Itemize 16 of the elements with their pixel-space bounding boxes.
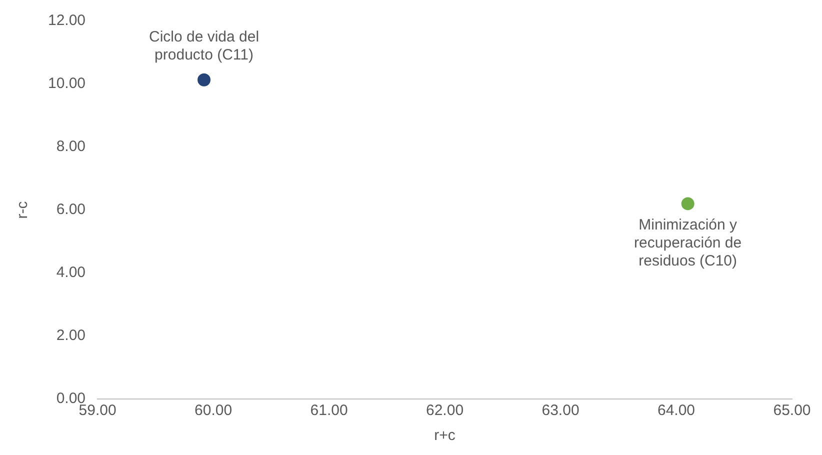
x-axis-title: r+c [434,427,456,444]
y-tick-label: 2.00 [56,327,86,344]
y-tick-label: 4.00 [56,264,86,282]
x-tick-label: 60.00 [194,402,232,420]
y-tick-label: 12.00 [48,12,86,30]
x-tick-label: 61.00 [310,402,348,420]
y-tick-label: 6.00 [56,201,86,218]
y-axis-title: r-c [14,200,32,219]
x-tick-label: 65.00 [773,402,811,420]
annotation: Ciclo de vida del producto (C11) [148,28,260,64]
y-tick-label: 8.00 [56,138,86,156]
x-tick-label: 64.00 [657,402,696,420]
annotation: Minimización y recuperación de residuos (C10) [634,216,742,270]
y-tick-label: 10.00 [48,75,86,92]
x-tick-label: 62.00 [426,402,464,420]
x-tick-label: 63.00 [542,402,580,420]
